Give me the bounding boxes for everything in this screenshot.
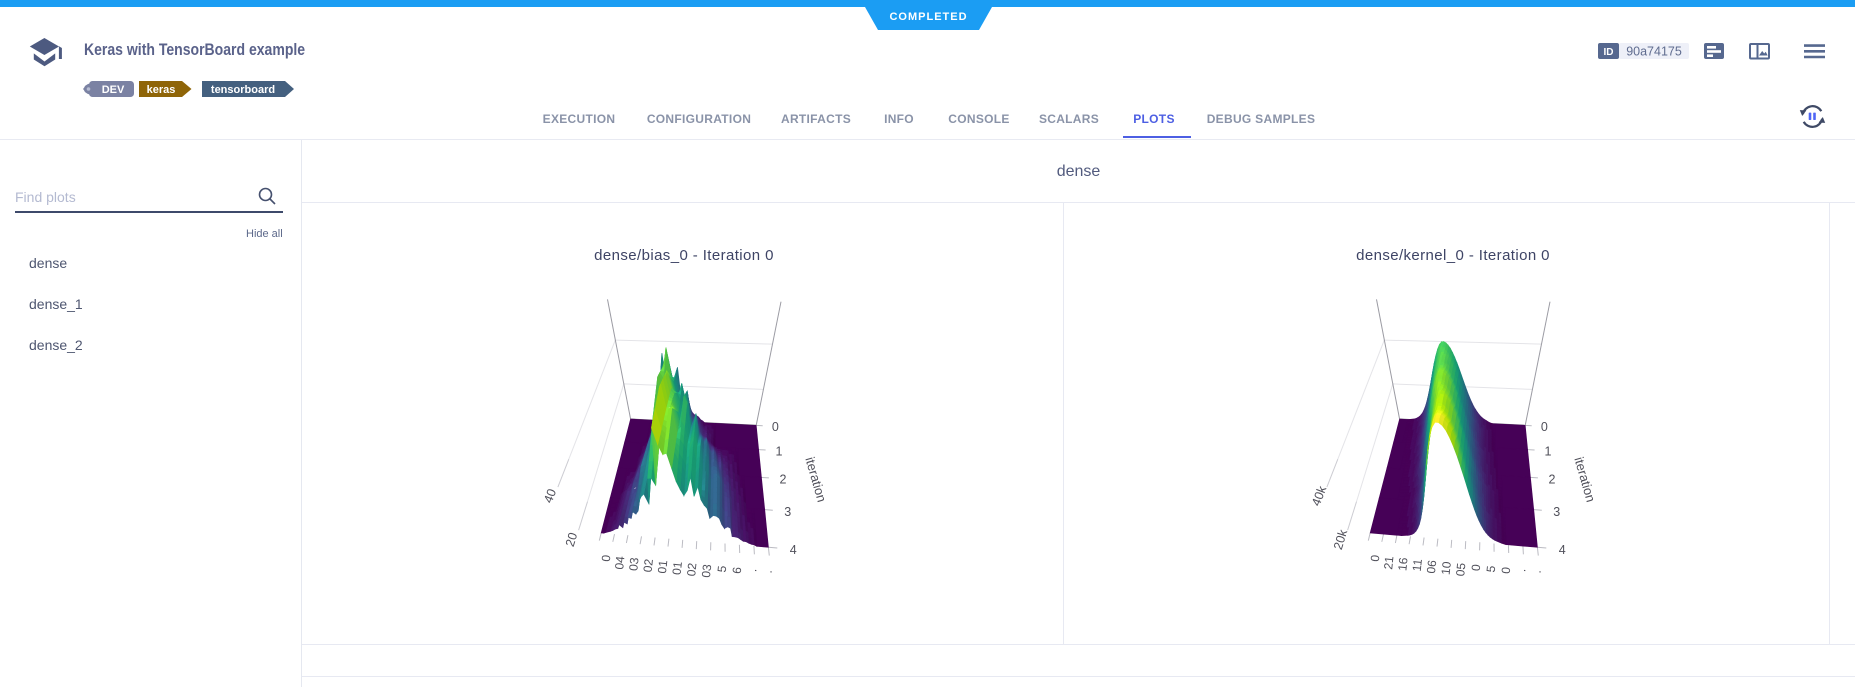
svg-text:.: . bbox=[745, 568, 759, 573]
svg-text:3: 3 bbox=[1553, 505, 1560, 519]
svg-text:4: 4 bbox=[790, 543, 797, 557]
svg-text:ID: ID bbox=[1604, 47, 1614, 58]
svg-text:0: 0 bbox=[772, 420, 779, 434]
svg-text:03: 03 bbox=[626, 557, 641, 572]
svg-text:2: 2 bbox=[1549, 473, 1556, 487]
svg-text:iteration: iteration bbox=[1571, 455, 1598, 504]
svg-text:21: 21 bbox=[1381, 555, 1396, 570]
svg-text:.: . bbox=[1530, 569, 1544, 574]
svg-text:1: 1 bbox=[776, 445, 783, 459]
svg-text:04: 04 bbox=[612, 555, 627, 570]
svg-text:20k: 20k bbox=[1331, 527, 1351, 551]
svg-text:5: 5 bbox=[715, 565, 730, 573]
svg-text:2: 2 bbox=[780, 473, 787, 487]
svg-text:20: 20 bbox=[563, 531, 580, 548]
svg-text:0: 0 bbox=[1469, 563, 1484, 571]
svg-text:.: . bbox=[761, 569, 775, 574]
svg-text:01: 01 bbox=[670, 561, 685, 576]
svg-text:16: 16 bbox=[1395, 557, 1410, 572]
svg-text:11: 11 bbox=[1410, 558, 1425, 572]
svg-text:1: 1 bbox=[1545, 445, 1552, 459]
svg-text:0: 0 bbox=[1499, 566, 1514, 574]
svg-text:90a74175: 90a74175 bbox=[1626, 45, 1682, 59]
svg-text:0: 0 bbox=[1368, 554, 1383, 562]
svg-text:6: 6 bbox=[730, 566, 745, 574]
svg-text:03: 03 bbox=[699, 563, 714, 578]
svg-text:40k: 40k bbox=[1309, 483, 1330, 508]
svg-text:01: 01 bbox=[655, 559, 670, 574]
svg-text:40: 40 bbox=[541, 487, 559, 505]
svg-text:keras: keras bbox=[147, 84, 176, 96]
svg-text:0: 0 bbox=[599, 554, 614, 562]
svg-text:05: 05 bbox=[1453, 562, 1468, 577]
svg-text:3: 3 bbox=[784, 505, 791, 519]
svg-text:02: 02 bbox=[641, 558, 656, 573]
svg-text:.: . bbox=[1514, 568, 1528, 573]
svg-text:10: 10 bbox=[1439, 561, 1454, 576]
svg-text:tensorboard: tensorboard bbox=[211, 84, 275, 96]
svg-text:0: 0 bbox=[1541, 420, 1548, 434]
svg-text:06: 06 bbox=[1424, 559, 1439, 574]
svg-text:iteration: iteration bbox=[802, 455, 829, 504]
svg-text:5: 5 bbox=[1484, 565, 1499, 573]
svg-text:4: 4 bbox=[1559, 543, 1566, 557]
svg-text:02: 02 bbox=[684, 562, 699, 577]
svg-text:DEV: DEV bbox=[102, 84, 125, 96]
